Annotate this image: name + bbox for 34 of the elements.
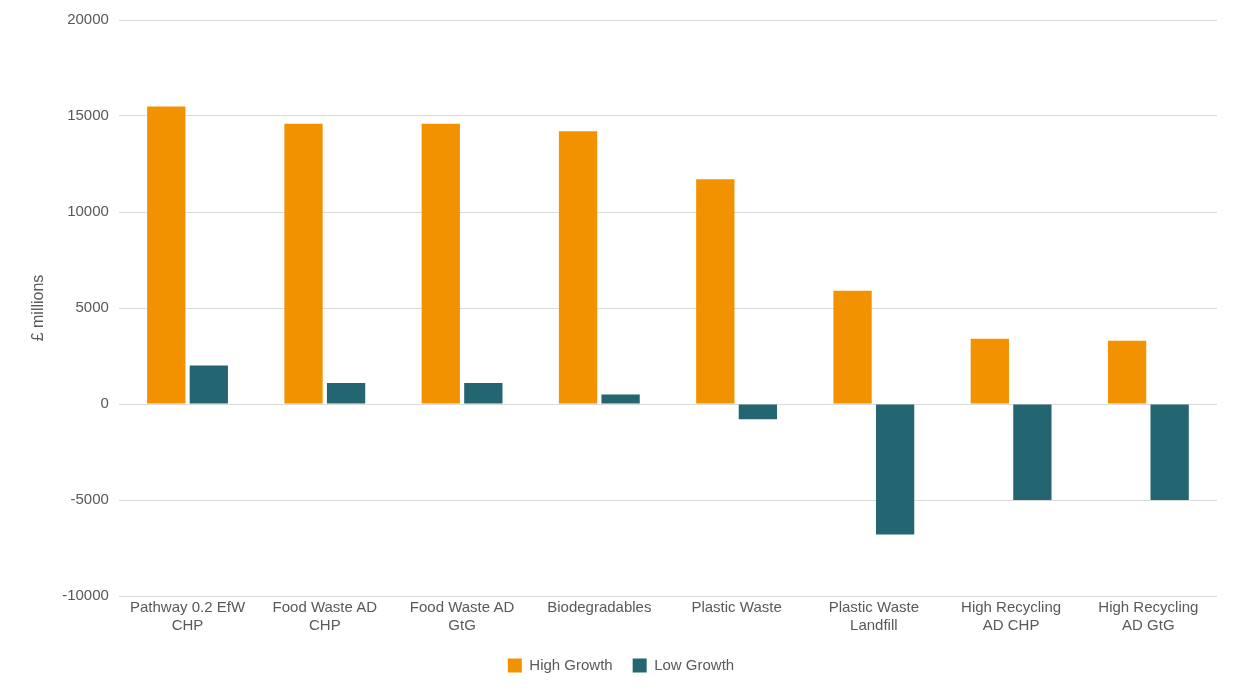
y-tick-label: -10000 <box>62 586 109 604</box>
y-tick-label: 10000 <box>67 202 109 220</box>
bar <box>326 382 366 404</box>
bar <box>875 404 915 535</box>
bar <box>558 131 598 404</box>
bar <box>421 123 460 404</box>
bar <box>1013 404 1052 500</box>
legend-label: Low Growth <box>654 655 735 673</box>
bar <box>284 123 323 404</box>
x-tick-label: High Recycling AD CHP <box>961 598 1062 634</box>
bar <box>1150 404 1189 500</box>
legend-label: High Growth <box>529 655 613 673</box>
bar <box>189 365 228 404</box>
y-tick-label: 0 <box>100 394 109 412</box>
bar <box>1107 340 1147 404</box>
bar <box>970 338 1009 404</box>
x-tick-label: Biodegradables <box>547 598 652 616</box>
y-tick-label: 5000 <box>75 298 109 316</box>
y-tick-label: 20000 <box>67 10 109 28</box>
bar <box>696 179 735 404</box>
x-tick-label: Pathway 0.2 EfW CHP <box>130 598 246 634</box>
bar <box>601 394 640 404</box>
bar <box>833 290 872 404</box>
bar <box>464 382 503 404</box>
bar <box>738 404 778 420</box>
x-tick-label: High Recycling AD GtG <box>1098 598 1199 634</box>
y-tick-label: -5000 <box>70 490 109 508</box>
y-tick-label: 15000 <box>67 106 109 124</box>
x-tick-label: Plastic Waste Landfill <box>828 598 919 634</box>
bar <box>147 106 186 404</box>
x-tick-label: Food Waste AD CHP <box>272 598 378 634</box>
y-axis-title: £ millions <box>29 274 47 342</box>
x-tick-label: Food Waste AD GtG <box>409 598 515 634</box>
x-tick-label: Plastic Waste <box>691 598 782 616</box>
